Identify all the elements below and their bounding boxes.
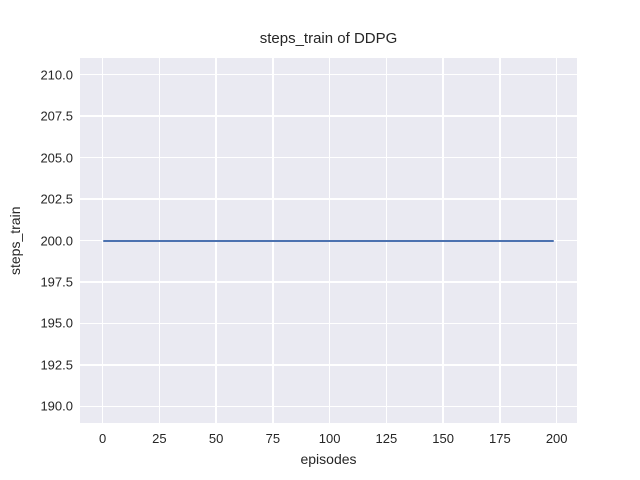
y-tick-label: 200.0 [40,233,73,248]
gridline-horizontal [80,115,577,117]
y-tick-label: 190.0 [40,398,73,414]
gridline-horizontal [80,198,577,200]
x-tick-label: 200 [545,431,568,446]
x-tick-label: 150 [432,431,455,446]
x-tick-label: 125 [375,431,398,446]
y-tick-label: 192.5 [40,357,73,373]
y-tick-label: 202.5 [40,191,73,207]
x-tick-label: 75 [265,431,281,446]
y-tick-label: 210.0 [40,67,73,83]
data-line-steps_train [102,239,555,242]
y-tick-label: 197.5 [40,274,73,290]
y-tick-label: 205.0 [40,150,73,166]
x-axis-label: episodes [300,451,357,467]
x-tick-label: 100 [318,431,341,446]
y-axis-label: steps_train [7,206,23,275]
x-tick-label: 0 [98,431,107,446]
plot-area [80,58,577,423]
gridline-horizontal [80,405,577,408]
gridline-horizontal [80,156,577,159]
x-tick-label: 50 [208,431,224,446]
x-tick-label: 25 [152,431,167,446]
x-tick-label: 175 [489,431,511,446]
y-tick-label: 207.5 [40,108,73,124]
y-tick-label: 195.0 [40,315,73,331]
gridline-horizontal [80,73,577,76]
gridline-horizontal [80,364,577,366]
chart-title: steps_train of DDPG [259,30,398,47]
gridline-horizontal [80,281,577,283]
gridline-horizontal [80,322,577,325]
